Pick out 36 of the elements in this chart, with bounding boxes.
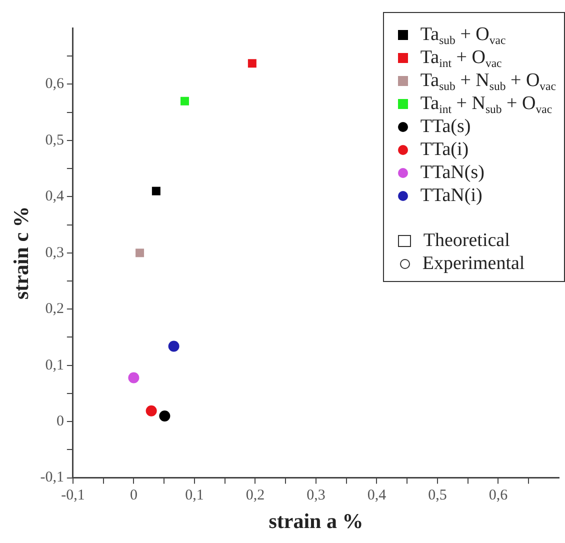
y-tick-label: 0,6	[45, 76, 64, 92]
x-tick-label: 0,4	[367, 488, 387, 504]
legend-label: TTa(i)	[420, 138, 469, 161]
y-tick-label: 0	[56, 414, 64, 430]
point	[128, 372, 140, 384]
x-tick-label: 0,6	[488, 488, 508, 504]
legend-label: Ta$_{int}$ + O$_{vac}$	[420, 46, 502, 70]
legend-label: TTaN(s)	[420, 161, 484, 184]
y-tick-label: 0,4	[45, 188, 64, 205]
point	[152, 186, 160, 196]
annotation: Theoretical	[423, 229, 510, 252]
annotation: Experimental	[422, 252, 525, 275]
y-axis-title: strain c %	[9, 206, 34, 300]
legend-label: Ta$_{sub}$ + O$_{vac}$	[420, 23, 506, 48]
x-tick-label: 0,2	[246, 488, 265, 504]
legend-label: Ta$_{int}$ + N$_{sub}$ + O$_{vac}$	[420, 92, 552, 116]
point	[136, 248, 144, 258]
x-tick-label: 0,1	[185, 488, 204, 504]
x-axis-title: strain a %	[268, 508, 364, 533]
y-tick-label: 0,2	[45, 301, 64, 318]
y-tick-label: 0,3	[45, 244, 64, 261]
x-tick-label: 0	[130, 488, 138, 504]
x-tick-label: 0,5	[428, 488, 447, 504]
point	[146, 405, 157, 416]
x-tick-label: 0,3	[306, 488, 326, 504]
y-tick-label: 0,5	[45, 132, 64, 148]
legend-label: TTa(s)	[420, 115, 471, 138]
legend-label: TTaN(i)	[420, 184, 482, 207]
point	[180, 96, 189, 106]
y-tick-label: -0,1	[40, 470, 64, 486]
y-tick-label: 0,1	[45, 357, 64, 374]
point	[168, 340, 180, 352]
point	[248, 59, 256, 68]
x-tick-label: -0,1	[61, 488, 85, 504]
legend-label: Ta$_{sub}$ + N$_{sub}$ + O$_{vac}$	[420, 69, 556, 94]
point	[159, 410, 170, 422]
